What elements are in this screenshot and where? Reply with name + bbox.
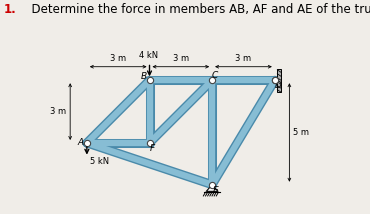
Text: A: A (78, 138, 84, 147)
Polygon shape (277, 69, 281, 92)
Text: E: E (213, 186, 219, 195)
Polygon shape (206, 185, 218, 191)
Text: F: F (150, 144, 155, 153)
Text: 3 m: 3 m (235, 54, 252, 63)
Text: Determine the force in members AB, AF and AE of the truss shown.: Determine the force in members AB, AF an… (24, 3, 370, 16)
Text: 5 m: 5 m (293, 128, 309, 137)
Text: B: B (141, 72, 147, 81)
Text: 3 m: 3 m (110, 54, 126, 63)
Text: D: D (275, 81, 282, 90)
Text: 3 m: 3 m (173, 54, 189, 63)
Text: 4 kN: 4 kN (139, 51, 158, 60)
Text: 1.: 1. (4, 3, 16, 16)
Text: 3 m: 3 m (50, 107, 66, 116)
Text: C: C (212, 71, 218, 80)
Text: 5 kN: 5 kN (90, 157, 109, 166)
